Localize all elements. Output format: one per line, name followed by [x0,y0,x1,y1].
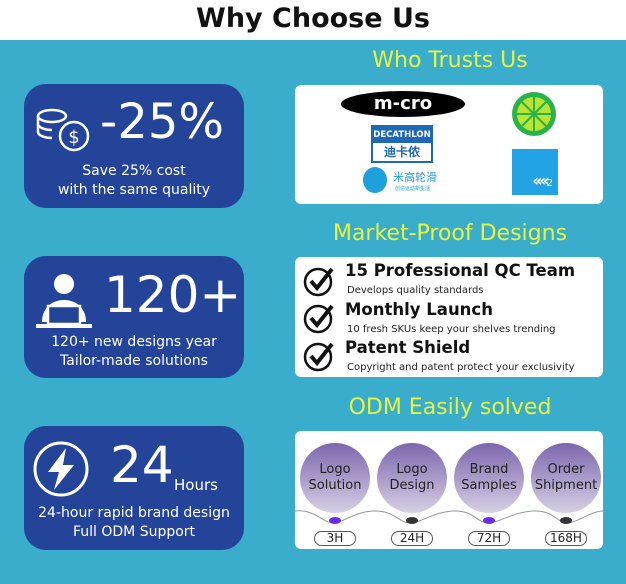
svg-text:$: $ [68,127,79,148]
step-time-badge: 168H [545,531,587,546]
decathlon-logo: DECATHLON 迪卡侬 [371,125,433,163]
header-bar: Why Choose Us [0,0,626,40]
k2-logo: ‹‹‹‹2 [512,149,558,195]
step-label-2: Solution [308,478,362,493]
feature-title: 15 Professional QC Team [345,261,576,280]
decathlon-cn-text: 迪卡侬 [383,145,420,159]
feature-desc: 10 fresh SKUs keep your shelves trending [347,324,556,335]
feature-desc: Copyright and patent protect your exclus… [347,362,575,373]
lightning-icon [33,441,89,497]
timeline-dot [483,517,495,524]
odm-panel: Logo Solution 3H Logo Design 24H Brand Sample… [295,431,603,549]
k2-text: 2 [546,178,553,189]
step-label-2: Shipment [534,478,598,493]
feature-title: Monthly Launch [345,300,493,319]
step-label-2: Samples [461,478,517,493]
migao-logo: 米高轮滑 创造运动新生活 [361,167,451,197]
step-time-badge: 24H [391,531,433,546]
cost-saving-card: $ -25% Save 25% cost with the same quali… [24,84,244,208]
step-label-1: Logo [319,462,351,477]
rapid-design-card: 24 Hours 24-hour rapid brand design Full… [24,426,244,550]
check-circle-icon [303,267,334,297]
odm-step-circle: Logo Design [377,443,447,513]
cost-value: -25% [100,94,225,150]
rapid-line-1: 24-hour rapid brand design [38,505,230,521]
feature-title: Patent Shield [345,338,471,357]
step-label-1: Order [547,462,585,477]
timeline-dot [406,517,418,524]
page-title: Why Choose Us [196,3,430,34]
step-label-1: Logo [396,462,428,477]
rapid-line-2: Full ODM Support [72,524,196,540]
feature-desc: Develops quality standards [347,285,484,296]
timeline-dot [329,517,341,524]
migao-subtext: 创造运动新生活 [395,186,431,192]
designs-card: 120+ 120+ new designs year Tailor-made s… [24,256,244,378]
odm-step-circle: Order Shipment [531,443,601,513]
hours-unit: Hours [174,476,218,494]
lime-logo [512,92,556,136]
timeline-dot [560,517,572,524]
odm-title: ODM Easily solved [348,395,552,420]
designs-line-1: 120+ new designs year [51,334,217,350]
person-laptop-icon [36,274,92,328]
check-circle-icon [303,304,334,334]
micro-logo: m-cro [341,91,465,117]
designs-value: 120+ [104,266,242,324]
decathlon-text: DECATHLON [373,127,431,143]
hours-value: 24 [110,436,174,494]
timeline-wave [295,510,603,524]
cost-line-2: with the same quality [57,182,211,198]
check-circle-icon [303,342,334,372]
migao-text: 米高轮滑 [393,171,437,184]
step-label-1: Brand [469,462,509,477]
migao-symbol [363,167,387,193]
designs-line-2: Tailor-made solutions [60,353,208,369]
cost-line-1: Save 25% cost [82,163,186,179]
partner-logos-panel: m-cro DECATHLON 迪卡侬 米高轮滑 创造运动新生活 ‹‹‹‹2 [295,85,603,204]
step-time-badge: 72H [468,531,510,546]
step-time-badge: 3H [314,531,356,546]
step-label-2: Design [389,478,435,493]
odm-step-circle: Logo Solution [300,443,370,513]
coins-dollar-icon: $ [36,108,90,152]
odm-step-circle: Brand Samples [454,443,524,513]
market-proof-title: Market-Proof Designs [332,221,568,246]
who-trusts-title: Who Trusts Us [372,48,528,73]
market-proof-panel: 15 Professional QC Team Develops quality… [295,257,603,377]
